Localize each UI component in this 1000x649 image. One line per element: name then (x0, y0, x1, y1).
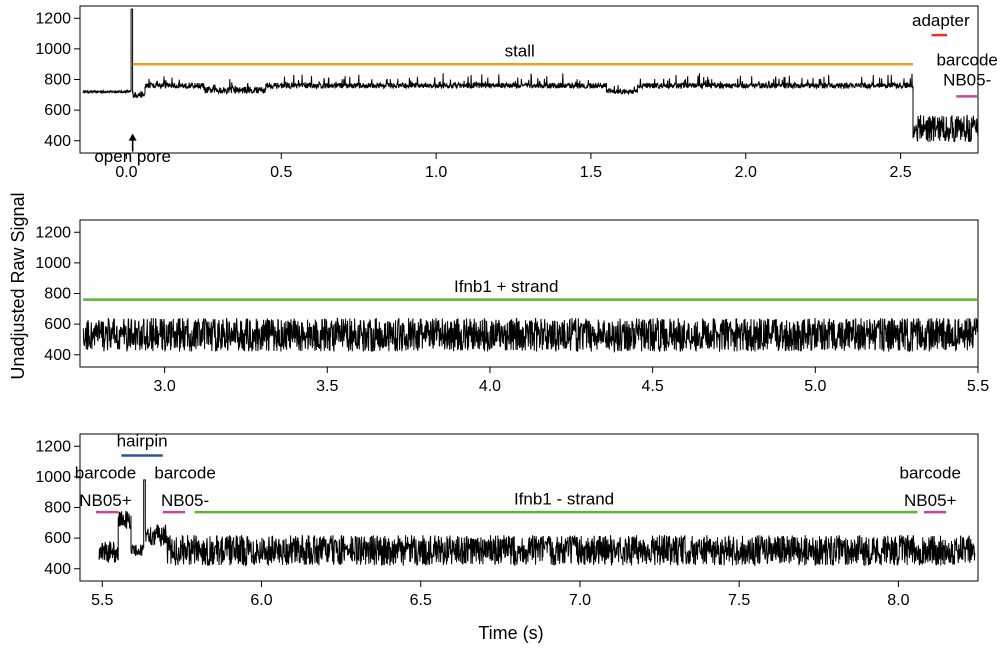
annotation-label: hairpin (117, 431, 168, 450)
annotation-label: Ifnb1 + strand (454, 277, 558, 296)
x-tick-label: 5.0 (804, 378, 826, 395)
signal-trace (98, 479, 976, 568)
y-tick-label: 1000 (35, 41, 71, 58)
x-tick-label: 3.0 (153, 378, 175, 395)
arrow-head (128, 133, 137, 141)
y-tick-label: 1200 (35, 10, 71, 27)
plot-frame (79, 5, 979, 154)
x-tick-label: 6.0 (250, 592, 272, 609)
signal-trace (82, 317, 979, 353)
x-tick-label: 4.5 (642, 378, 664, 395)
y-tick-label: 400 (44, 561, 71, 578)
annotation-label: barcode (154, 463, 215, 482)
annotation-label: NB05+ (904, 491, 957, 510)
annotation-label: barcode (936, 51, 997, 70)
annotation-label: stall (505, 42, 535, 61)
x-tick-label: 1.5 (580, 164, 602, 181)
x-tick-label: 0.5 (270, 164, 292, 181)
annotation-label: NB05- (943, 71, 991, 90)
y-tick-label: 600 (44, 102, 71, 119)
y-tick-label: 600 (44, 530, 71, 547)
y-tick-label: 800 (44, 72, 71, 89)
arrow-label: open pore (94, 147, 171, 166)
y-tick-label: 400 (44, 347, 71, 364)
annotation-label: NB05- (161, 491, 209, 510)
signal-trace (82, 8, 979, 143)
x-axis-title: Time (s) (478, 623, 543, 643)
x-tick-label: 5.5 (967, 378, 989, 395)
x-tick-label: 3.5 (316, 378, 338, 395)
annotation-label: barcode (900, 463, 961, 482)
x-tick-label: 2.5 (889, 164, 911, 181)
y-tick-label: 600 (44, 316, 71, 333)
y-tick-label: 800 (44, 500, 71, 517)
y-tick-label: 1000 (35, 255, 71, 272)
x-tick-label: 1.0 (425, 164, 447, 181)
x-tick-label: 7.5 (728, 592, 750, 609)
panel-top: 400 600 800 1000 1200 0.0 0.5 1.0 1.5 2.0 2.5 stall… (35, 5, 998, 181)
x-tick-label: 0.0 (115, 164, 137, 181)
x-tick-label: 4.0 (479, 378, 501, 395)
annotation-label: Ifnb1 - strand (514, 489, 614, 508)
y-tick-label: 400 (44, 133, 71, 150)
panel-middle: 400 600 800 1000 1200 3.0 3.5 4.0 4.5 5.0 5.5 Ifnb1… (35, 219, 989, 395)
x-tick-label: 5.5 (91, 592, 113, 609)
annotation-label: barcode (75, 463, 136, 482)
annotation-label: adapter (912, 11, 970, 30)
y-tick-label: 1200 (35, 224, 71, 241)
x-tick-label: 6.5 (410, 592, 432, 609)
y-tick-label: 1000 (35, 469, 71, 486)
annotation-label: NB05+ (79, 491, 132, 510)
panel-bottom: 400 600 800 1000 1200 5.5 6.0 6.5 7.0 7.5 8.0 hairp… (35, 431, 979, 609)
x-tick-label: 2.0 (735, 164, 757, 181)
y-tick-label: 1200 (35, 438, 71, 455)
y-axis-title: Unadjusted Raw Signal (8, 192, 28, 379)
x-tick-label: 7.0 (569, 592, 591, 609)
y-tick-label: 800 (44, 286, 71, 303)
x-tick-label: 8.0 (887, 592, 909, 609)
